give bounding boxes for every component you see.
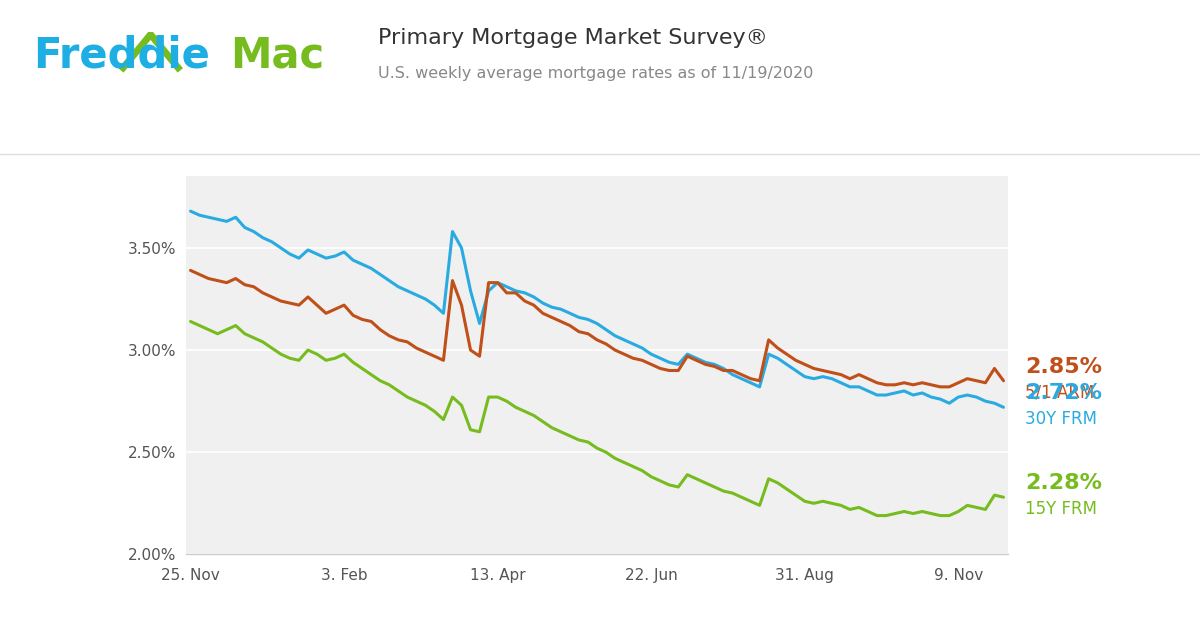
Text: Primary Mortgage Market Survey®: Primary Mortgage Market Survey®	[378, 28, 768, 49]
Text: Mac: Mac	[230, 35, 324, 77]
Text: Freddie: Freddie	[34, 35, 210, 77]
Text: 2.85%: 2.85%	[1025, 357, 1102, 377]
Text: 2.28%: 2.28%	[1025, 473, 1102, 493]
Text: 2.72%: 2.72%	[1025, 384, 1102, 403]
Text: 15Y FRM: 15Y FRM	[1025, 500, 1097, 517]
Text: 5/1 ARM: 5/1 ARM	[1025, 383, 1094, 401]
Text: U.S. weekly average mortgage rates as of 11/19/2020: U.S. weekly average mortgage rates as of…	[378, 66, 814, 81]
Text: 30Y FRM: 30Y FRM	[1025, 410, 1097, 428]
